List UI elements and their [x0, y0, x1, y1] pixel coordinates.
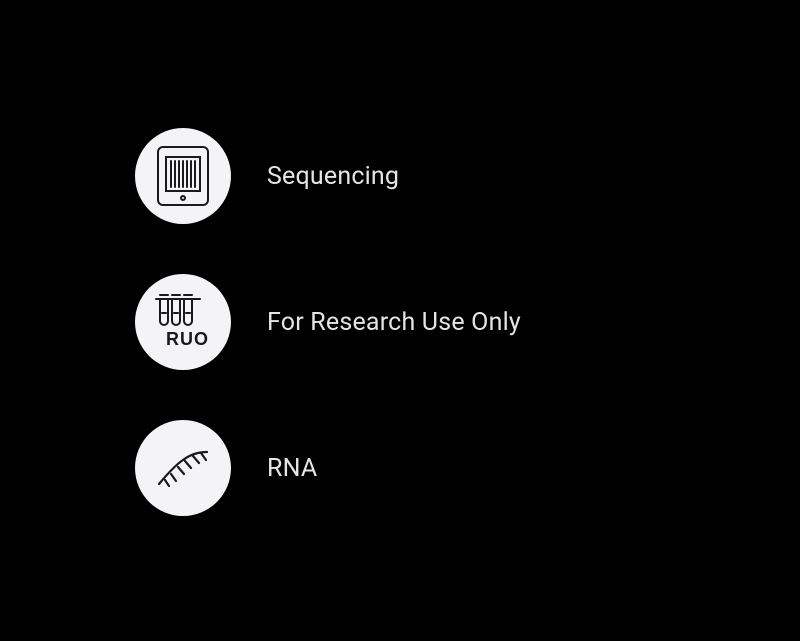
sequencing-icon — [135, 128, 231, 224]
item-label: For Research Use Only — [267, 308, 521, 337]
list-item: RNA — [135, 420, 521, 516]
rna-icon — [135, 420, 231, 516]
item-label: RNA — [267, 454, 317, 483]
item-label: Sequencing — [267, 162, 399, 191]
ruo-icon: RUO — [135, 274, 231, 370]
list-item: RUO For Research Use Only — [135, 274, 521, 370]
svg-text:RUO: RUO — [166, 329, 209, 349]
feature-list: Sequencing — [135, 128, 521, 516]
list-item: Sequencing — [135, 128, 521, 224]
